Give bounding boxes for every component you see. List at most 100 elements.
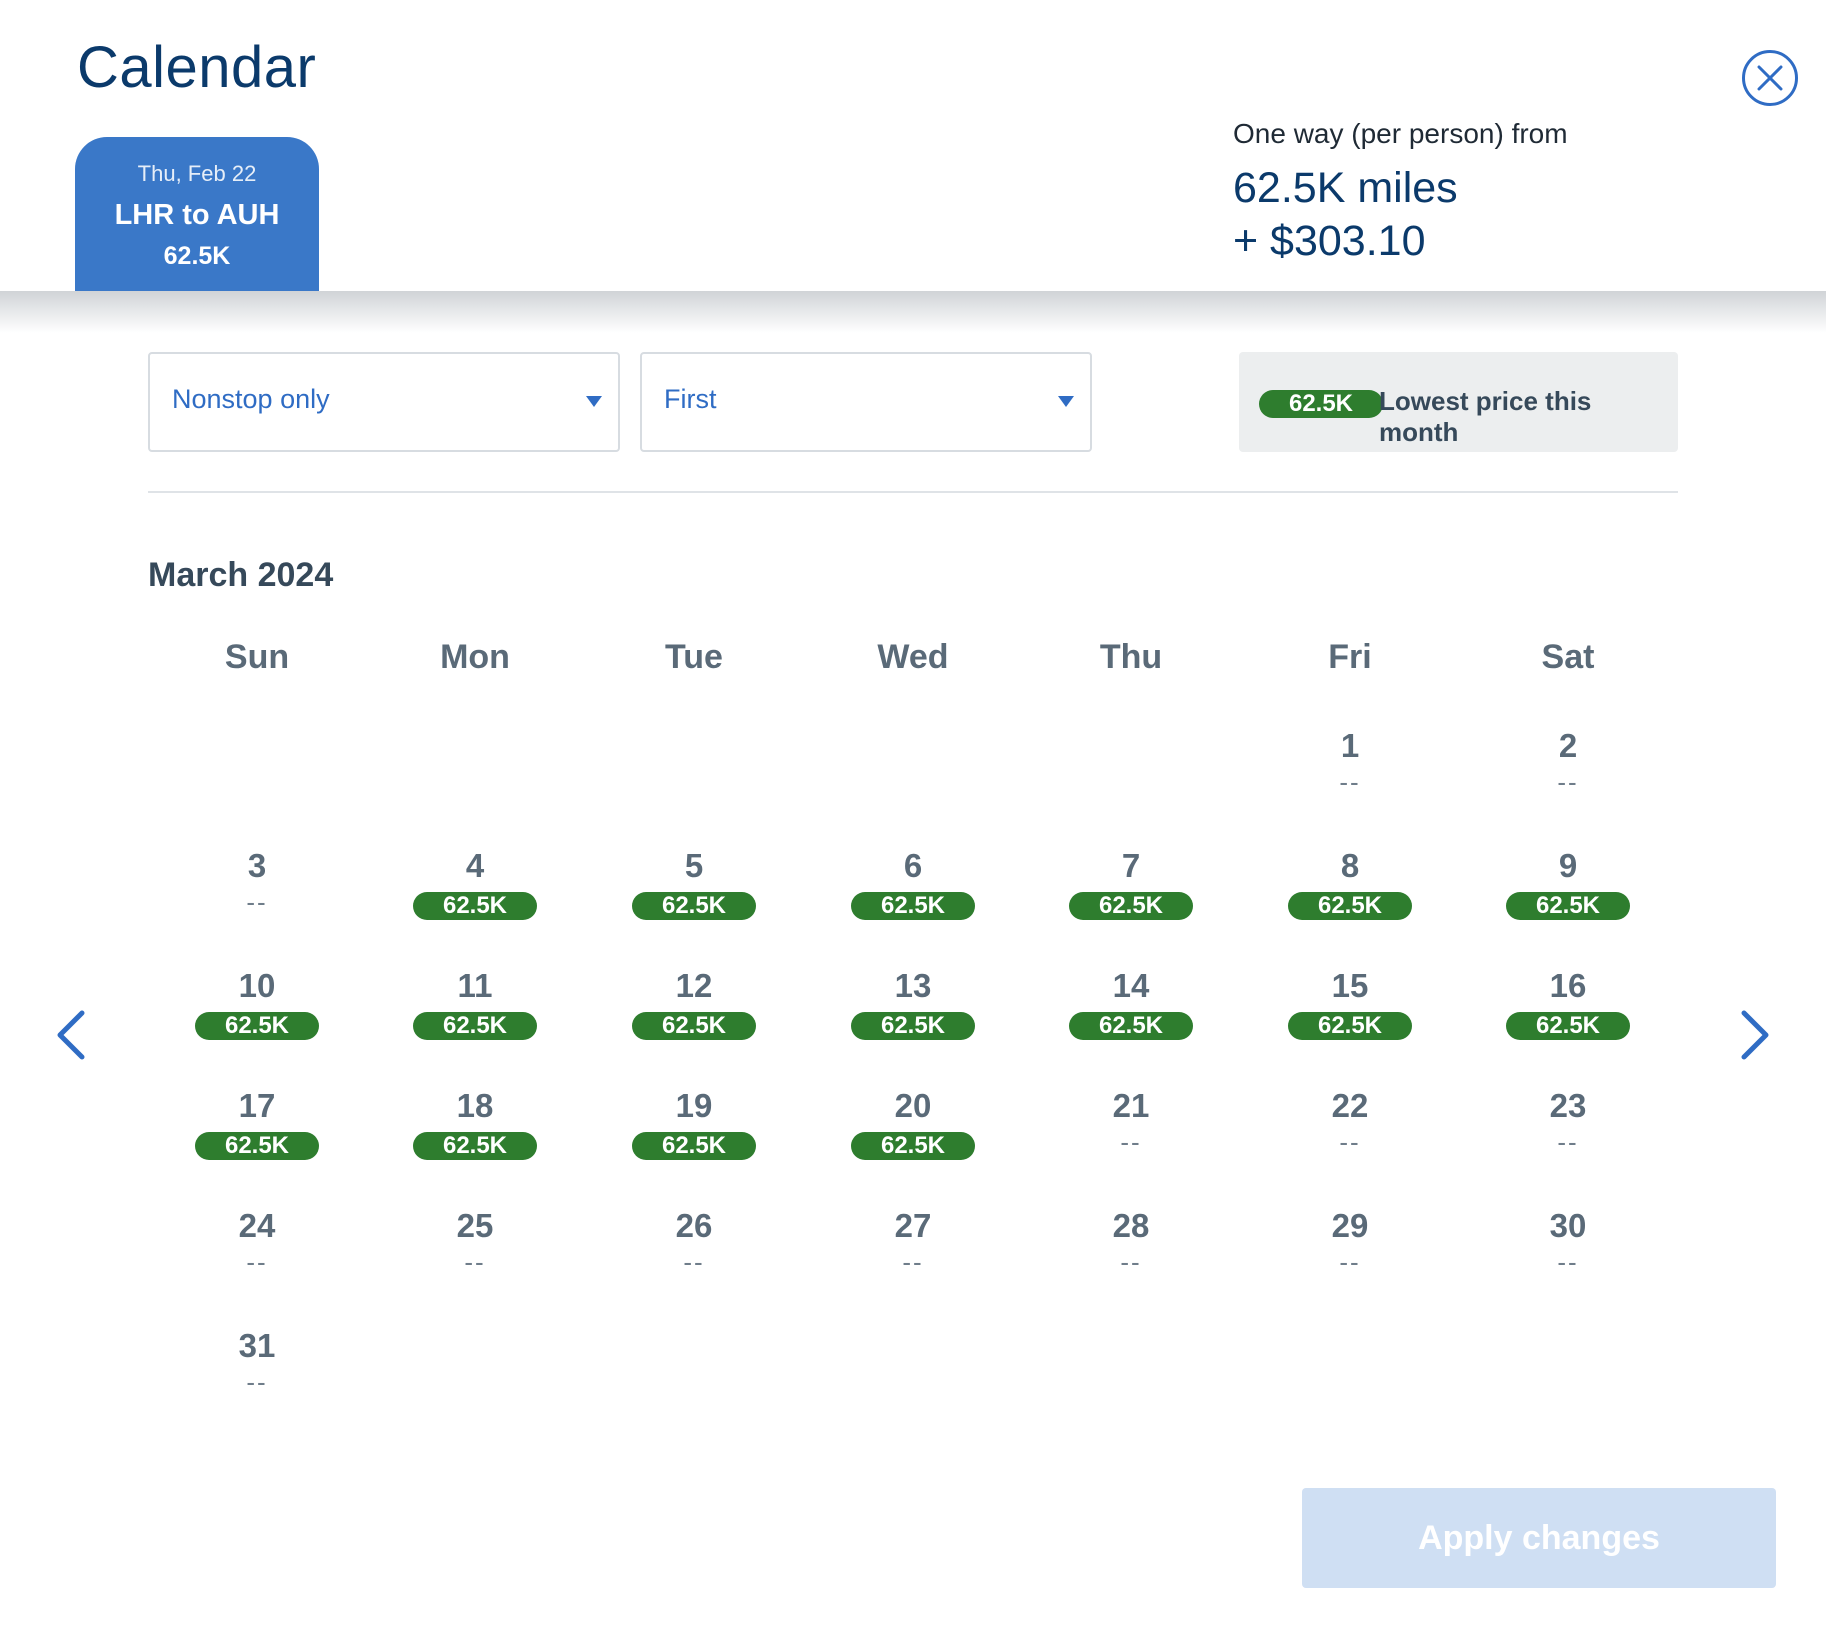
calendar-day[interactable]: 9 62.5K [1478,847,1658,947]
day-no-price: -- [1557,1247,1579,1277]
day-number: 7 [1121,847,1141,884]
day-price-pill: 62.5K [195,1132,319,1160]
day-price-pill: 62.5K [851,1132,975,1160]
day-price-pill: 62.5K [1288,892,1412,920]
day-number: 14 [1112,967,1150,1004]
day-no-price: -- [246,1367,268,1397]
calendar-day[interactable]: 7 62.5K [1041,847,1221,947]
previous-month-button[interactable] [52,1005,92,1065]
flight-tab-route: LHR to AUH [114,199,280,231]
day-no-price: -- [902,1247,924,1277]
day-price-pill: 62.5K [632,1132,756,1160]
legend-price-pill: 62.5K [1259,390,1383,418]
day-price-pill: 62.5K [1288,1012,1412,1040]
calendar-day: 23 -- [1478,1087,1658,1187]
calendar-day[interactable]: 13 62.5K [823,967,1003,1067]
calendar-day[interactable]: 11 62.5K [385,967,565,1067]
calendar-day: 27 -- [823,1207,1003,1307]
calendar-day[interactable]: 15 62.5K [1260,967,1440,1067]
day-no-price: -- [1557,1127,1579,1157]
day-number: 24 [238,1207,276,1244]
chevron-down-icon [1058,396,1074,407]
calendar-day: 3 -- [167,847,347,947]
day-number: 13 [894,967,932,1004]
calendar-day: 28 -- [1041,1207,1221,1307]
calendar-day: 30 -- [1478,1207,1658,1307]
weekday-sat: Sat [1541,638,1595,676]
page-title: Calendar [77,35,317,100]
weekday-mon: Mon [440,638,510,676]
day-price-pill: 62.5K [413,892,537,920]
day-number: 19 [675,1087,713,1124]
day-price-pill: 62.5K [413,1132,537,1160]
stops-select[interactable]: Nonstop only [148,352,620,452]
calendar-day[interactable]: 14 62.5K [1041,967,1221,1067]
calendar-header: Calendar Thu, Feb 22 LHR to AUH 62.5K On… [0,0,1826,291]
calendar-day: 24 -- [167,1207,347,1307]
day-number: 16 [1549,967,1587,1004]
calendar-day[interactable]: 6 62.5K [823,847,1003,947]
next-month-button[interactable] [1734,1005,1774,1065]
day-number: 3 [247,847,267,884]
flight-tab-price: 62.5K [163,242,231,270]
day-number: 26 [675,1207,713,1244]
day-no-price: -- [246,887,268,917]
day-number: 11 [457,967,493,1004]
calendar-day[interactable]: 19 62.5K [604,1087,784,1187]
calendar-day[interactable]: 18 62.5K [385,1087,565,1187]
day-price-pill: 62.5K [1069,892,1193,920]
calendar-day[interactable]: 4 62.5K [385,847,565,947]
chevron-right-icon [1741,1010,1769,1060]
day-price-pill: 62.5K [851,892,975,920]
calendar-day: 31 -- [167,1327,347,1427]
month-title: March 2024 [148,556,334,594]
apply-changes-button[interactable]: Apply changes [1302,1488,1776,1588]
day-number: 30 [1549,1207,1587,1244]
calendar-day: 22 -- [1260,1087,1440,1187]
calendar-day: 1 -- [1260,727,1440,827]
calendar-day[interactable]: 16 62.5K [1478,967,1658,1067]
day-number: 27 [894,1207,932,1244]
calendar-day[interactable]: 12 62.5K [604,967,784,1067]
close-button[interactable] [1742,50,1798,106]
day-number: 25 [456,1207,494,1244]
day-no-price: -- [683,1247,705,1277]
day-number: 17 [238,1087,276,1124]
day-price-pill: 62.5K [851,1012,975,1040]
calendar-day[interactable]: 17 62.5K [167,1087,347,1187]
day-number: 8 [1340,847,1360,884]
day-number: 22 [1331,1087,1369,1124]
day-no-price: -- [1120,1247,1142,1277]
calendar-day[interactable]: 8 62.5K [1260,847,1440,947]
day-price-pill: 62.5K [632,892,756,920]
day-number: 31 [238,1327,276,1364]
calendar-day[interactable]: 10 62.5K [167,967,347,1067]
day-number: 12 [675,967,713,1004]
calendar-day[interactable]: 5 62.5K [604,847,784,947]
day-number: 28 [1112,1207,1150,1244]
weekday-fri: Fri [1328,638,1372,676]
header-shadow [0,291,1826,333]
day-number: 18 [456,1087,494,1124]
calendar-day: 26 -- [604,1207,784,1307]
day-no-price: -- [1557,767,1579,797]
day-no-price: -- [1339,767,1361,797]
day-number: 20 [894,1087,932,1124]
day-number: 4 [465,847,485,884]
price-cash: + $303.10 [1233,217,1426,265]
flight-tab-lhr-auh[interactable]: Thu, Feb 22 LHR to AUH 62.5K [75,137,319,291]
calendar-day: 2 -- [1478,727,1658,827]
price-miles: 62.5K miles [1233,164,1458,212]
flight-tab-date: Thu, Feb 22 [137,161,257,186]
calendar-day: 21 -- [1041,1087,1221,1187]
day-no-price: -- [246,1247,268,1277]
chevron-down-icon [586,396,602,407]
weekday-tue: Tue [665,638,723,676]
divider [148,491,1678,493]
price-summary: One way (per person) from 62.5K miles + … [1233,118,1568,266]
cabin-select[interactable]: First [640,352,1092,452]
day-number: 1 [1340,727,1360,764]
day-number: 2 [1558,727,1578,764]
day-number: 21 [1112,1087,1150,1124]
calendar-day[interactable]: 20 62.5K [823,1087,1003,1187]
